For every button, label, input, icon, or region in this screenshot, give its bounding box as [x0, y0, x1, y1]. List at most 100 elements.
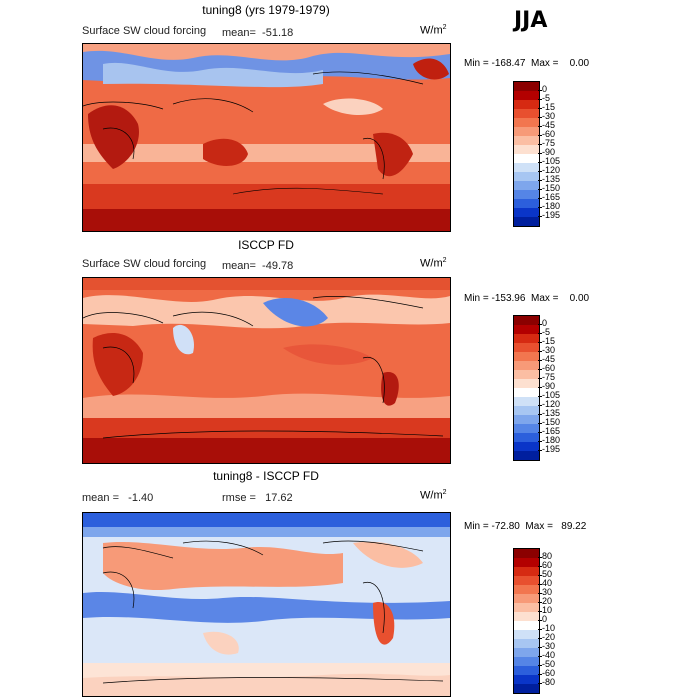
colorbar-label: 40	[542, 578, 553, 588]
panel3-title: tuning8 - ISCCP FD	[213, 469, 319, 483]
colorbar-tick	[538, 610, 542, 612]
colorbar-tick	[538, 89, 542, 91]
colorbar-tick	[538, 332, 542, 334]
colorbar-label: -30	[542, 345, 556, 355]
colorbar-tick	[538, 592, 542, 594]
colorbar-tick	[538, 206, 542, 208]
colorbar-label: -195	[542, 444, 561, 454]
colorbar-tick	[538, 152, 542, 154]
panel2-colorbar	[513, 315, 540, 461]
colorbar-swatch	[514, 603, 539, 612]
panel1-minmax: Min = -168.47 Max = 0.00	[464, 58, 590, 69]
colorbar-label: -15	[542, 102, 556, 112]
panel1-colorbar-labels: 0 -5 -15 -30 -45 -60 -75 -90 -105 -120 -135 -150 -16…	[538, 81, 602, 225]
panel2-units: W/m2	[420, 257, 447, 270]
panel3-colorbar	[513, 548, 540, 694]
colorbar-label: -5	[542, 93, 551, 103]
panel1-map	[82, 43, 451, 232]
colorbar-swatch	[514, 208, 539, 217]
colorbar-tick	[538, 125, 542, 127]
colorbar-label: -20	[542, 632, 556, 642]
panel3-map-svg	[83, 513, 450, 696]
colorbar-swatch	[514, 594, 539, 603]
colorbar-swatch	[514, 334, 539, 343]
colorbar-swatch	[514, 370, 539, 379]
colorbar-tick	[538, 188, 542, 190]
colorbar-swatch	[514, 630, 539, 639]
colorbar-tick	[538, 431, 542, 433]
colorbar-swatch	[514, 415, 539, 424]
colorbar-swatch	[514, 585, 539, 594]
season-label: JJA	[514, 8, 548, 33]
colorbar-tick	[538, 134, 542, 136]
colorbar-swatch	[514, 127, 539, 136]
panel3-minmax: Min = -72.80 Max = 89.22	[464, 521, 587, 532]
panel1-field-label: Surface SW cloud forcing	[82, 25, 207, 37]
colorbar-tick	[538, 583, 542, 585]
colorbar-label: -30	[542, 641, 556, 651]
colorbar-tick	[538, 655, 542, 657]
colorbar-tick	[538, 556, 542, 558]
colorbar-label: -50	[542, 659, 556, 669]
panel3-mean: mean = -1.40	[82, 492, 154, 504]
panel2-colorbar-labels: 0 -5 -15 -30 -45 -60 -75 -90 -105 -120 -135 -150 -16…	[538, 315, 602, 459]
colorbar-swatch	[514, 316, 539, 325]
panel3-map	[82, 512, 451, 697]
colorbar-label: -150	[542, 417, 561, 427]
colorbar-tick	[538, 637, 542, 639]
colorbar-swatch	[514, 388, 539, 397]
colorbar-tick	[538, 673, 542, 675]
colorbar-swatch	[514, 576, 539, 585]
colorbar-swatch	[514, 361, 539, 370]
colorbar-label: -120	[542, 399, 561, 409]
panel2-minmax: Min = -153.96 Max = 0.00	[464, 293, 590, 304]
colorbar-swatch	[514, 199, 539, 208]
colorbar-label: -105	[542, 156, 561, 166]
colorbar-label: -15	[542, 336, 556, 346]
colorbar-tick	[538, 422, 542, 424]
colorbar-tick	[538, 574, 542, 576]
colorbar-label: -135	[542, 174, 561, 184]
colorbar-tick	[538, 682, 542, 684]
colorbar-tick	[538, 359, 542, 361]
colorbar-tick	[538, 404, 542, 406]
colorbar-swatch	[514, 612, 539, 621]
colorbar-swatch	[514, 136, 539, 145]
colorbar-label: -120	[542, 165, 561, 175]
colorbar-label: 30	[542, 587, 553, 597]
colorbar-label: -180	[542, 201, 561, 211]
colorbar-label: -165	[542, 426, 561, 436]
colorbar-swatch	[514, 666, 539, 675]
colorbar-tick	[538, 449, 542, 451]
colorbar-label: -195	[542, 210, 561, 220]
panel3-colorbar-labels: 80 60 50 40 30 20 10 0 -10 -20 -30 -40 -50 -60 -80	[538, 548, 602, 692]
colorbar-label: -75	[542, 372, 556, 382]
colorbar-label: -10	[542, 623, 556, 633]
colorbar-tick	[538, 350, 542, 352]
panel2-field-label: Surface SW cloud forcing	[82, 258, 207, 270]
colorbar-swatch	[514, 397, 539, 406]
colorbar-swatch	[514, 451, 539, 460]
colorbar-tick	[538, 628, 542, 630]
colorbar-swatch	[514, 648, 539, 657]
colorbar-swatch	[514, 549, 539, 558]
colorbar-swatch	[514, 433, 539, 442]
colorbar-swatch	[514, 352, 539, 361]
colorbar-label: 60	[542, 560, 553, 570]
colorbar-swatch	[514, 567, 539, 576]
colorbar-tick	[538, 116, 542, 118]
colorbar-swatch	[514, 100, 539, 109]
panel2-map	[82, 277, 451, 464]
colorbar-label: -75	[542, 138, 556, 148]
colorbar-swatch	[514, 558, 539, 567]
colorbar-label: 10	[542, 605, 553, 615]
panel1-title: tuning8 (yrs 1979-1979)	[202, 3, 330, 17]
colorbar-label: -60	[542, 129, 556, 139]
colorbar-tick	[538, 565, 542, 567]
colorbar-tick	[538, 601, 542, 603]
colorbar-swatch	[514, 657, 539, 666]
colorbar-label: -60	[542, 668, 556, 678]
colorbar-tick	[538, 341, 542, 343]
colorbar-tick	[538, 664, 542, 666]
colorbar-swatch	[514, 109, 539, 118]
